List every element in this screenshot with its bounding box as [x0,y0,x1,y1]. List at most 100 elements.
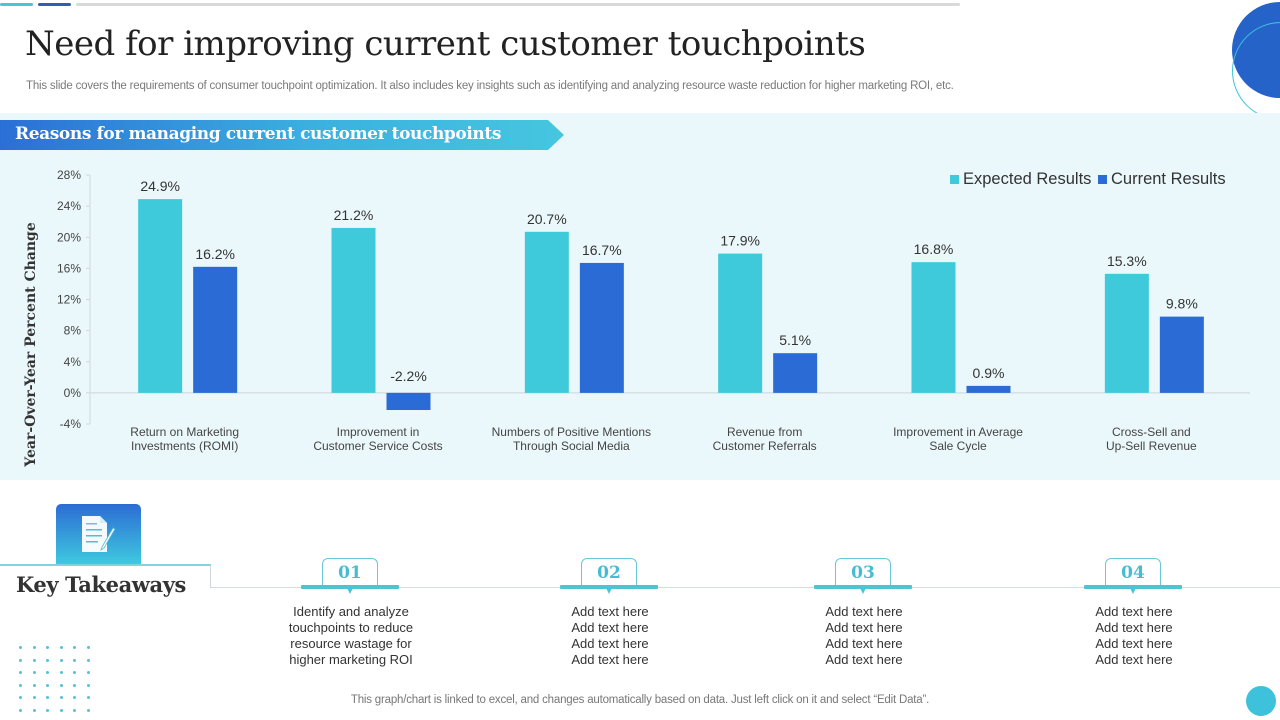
y-tick-label: 24% [57,199,81,213]
step-number-tab: 03 [835,558,891,586]
legend-swatch-expected [950,175,959,184]
decorative-dot [19,646,22,649]
decorative-dot [86,646,90,649]
bar-expected [1104,273,1149,393]
y-tick-label: 20% [57,230,81,244]
data-label-expected: 16.8% [914,241,954,257]
y-tick-label: 12% [57,293,81,307]
y-tick-label: 16% [57,261,81,275]
y-tick-label: -4% [60,417,82,431]
step-text: Add text here Add text here Add text her… [530,604,690,668]
step-text-line: Add text here [825,620,903,635]
x-category-label: Through Social Media [513,439,630,453]
bar-expected [138,199,183,393]
section-banner: Reasons for managing current customer to… [0,120,564,150]
data-label-current: 0.9% [973,365,1005,381]
bar-current [773,353,818,393]
y-tick-label: 8% [64,324,82,338]
decorative-dot [32,646,36,649]
bar-chart[interactable]: 28% 24% 20% 16% 12% 8% 4% 0% -4% Year-Over-Year P… [0,160,1280,470]
decorative-dot [46,696,49,699]
step-number: 01 [338,563,362,583]
step-text: Add text here Add text here Add text her… [784,604,944,668]
step-text: Add text here Add text here Add text her… [1054,604,1214,668]
legend-label-expected: Expected Results [963,170,1091,188]
data-label-current: 16.7% [582,242,622,258]
document-pen-icon [82,516,116,552]
step-text-line: Add text here [1095,652,1173,667]
x-category-label: Customer Service Costs [313,439,442,453]
decorative-dot [32,683,36,687]
bar-expected [331,227,376,393]
decorative-dot [46,658,49,662]
data-label-expected: 17.9% [720,233,760,249]
page-subtitle: This slide covers the requirements of co… [26,80,954,92]
takeaways-title: Key Takeaways [16,572,186,597]
step-text-line: Add text here [825,604,903,619]
timeline-line [211,587,1280,588]
step-text-line: touchpoints to reduce [288,620,414,635]
decorative-dot [32,658,36,662]
x-category-label: Up-Sell Revenue [1106,439,1197,453]
top-accent-bar-3 [76,3,960,6]
page-title: Need for improving current customer touc… [25,24,866,64]
step-text-line: Add text here [825,636,903,651]
data-label-current: 16.2% [195,246,235,262]
footer-note: This graph/chart is linked to excel, and… [350,694,930,706]
bar-current [1159,316,1204,393]
step-number-tab: 02 [581,558,637,586]
decorative-dot [19,671,22,674]
decorative-dot [32,708,36,712]
step-text-line: resource wastage for [290,636,412,651]
top-accent-bar-1 [0,3,33,6]
decorative-dot [86,696,90,699]
data-label-expected: 21.2% [334,207,374,223]
decorative-dot [73,658,76,662]
data-label-current: 5.1% [779,332,811,348]
y-tick-label: 28% [57,168,81,182]
takeaways-icon-box [56,504,141,564]
decorative-dot [59,658,63,662]
arrow-down-icon [347,588,353,594]
step-bar [301,585,399,589]
data-label-expected: 24.9% [140,178,180,194]
decorative-dot [19,683,22,687]
step-text-line: Add text here [571,604,649,619]
takeaways-underline [0,564,211,566]
decorative-corner-dot [1246,686,1276,716]
bar-expected [524,231,569,393]
step-text-line: Identify and analyze [293,604,409,619]
decorative-dot [46,671,49,674]
arrow-down-icon [860,588,866,594]
decorative-dot [32,696,36,699]
bar-expected [911,262,956,393]
bar-current [386,392,431,410]
bar-current [193,266,238,393]
step-text-line: Add text here [571,620,649,635]
decorative-dot [19,658,22,662]
top-accent-bar-2 [38,3,71,6]
decorative-dot [59,671,63,674]
step-number: 02 [597,563,621,583]
decorative-dot [86,671,90,674]
decorative-dot [86,708,90,712]
decorative-dot-grid [19,646,91,712]
x-category-label: Return on Marketing [130,425,239,439]
x-category-label: Revenue from [727,425,802,439]
x-category-label: Numbers of Positive Mentions [492,425,651,439]
takeaways-frame-divider [210,565,211,588]
y-axis-label: Year-Over-Year Percent Change [23,222,39,468]
decorative-dot [59,683,63,687]
data-label-current: 9.8% [1166,296,1198,312]
step-number: 04 [1121,563,1145,583]
step-text: Identify and analyze touchpoints to redu… [271,604,431,668]
decorative-dot [46,646,49,649]
step-text-line: higher marketing ROI [289,652,413,667]
decorative-dot [73,696,76,699]
legend-label-current: Current Results [1111,170,1226,188]
x-category-label: Customer Referrals [713,439,817,453]
decorative-dot [59,708,63,712]
decorative-dot [86,658,90,662]
decorative-dot [86,683,90,687]
bar-current [579,262,624,393]
